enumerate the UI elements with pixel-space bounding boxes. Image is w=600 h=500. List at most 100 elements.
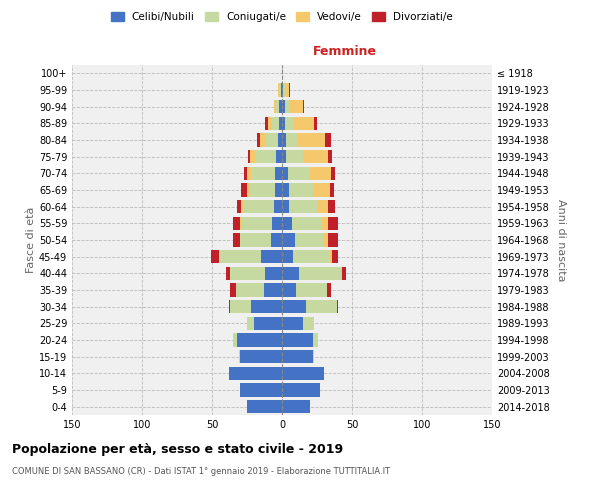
Bar	[332, 250, 338, 264]
Bar	[282, 116, 285, 130]
Bar	[282, 250, 293, 264]
Bar	[261, 250, 282, 264]
Bar	[272, 216, 282, 230]
Bar	[329, 250, 332, 264]
Bar	[314, 116, 317, 130]
Bar	[328, 150, 332, 164]
Bar	[277, 150, 282, 164]
Bar	[248, 150, 250, 164]
Bar	[247, 316, 254, 330]
Bar	[303, 100, 304, 114]
Bar	[254, 316, 282, 330]
Bar	[236, 284, 264, 296]
Bar	[247, 166, 251, 180]
Bar	[313, 184, 329, 196]
Bar	[341, 266, 342, 280]
Bar	[278, 134, 282, 146]
Bar	[230, 284, 236, 296]
Bar	[285, 116, 293, 130]
Bar	[279, 84, 281, 96]
Bar	[275, 184, 282, 196]
Bar	[282, 384, 320, 396]
Bar	[233, 216, 240, 230]
Bar	[274, 100, 277, 114]
Bar	[247, 184, 250, 196]
Bar	[303, 150, 328, 164]
Bar	[264, 284, 282, 296]
Text: COMUNE DI SAN BASSANO (CR) - Dati ISTAT 1° gennaio 2019 - Elaborazione TUTTITALI: COMUNE DI SAN BASSANO (CR) - Dati ISTAT …	[12, 468, 390, 476]
Bar	[282, 316, 303, 330]
Bar	[282, 284, 296, 296]
Bar	[265, 134, 278, 146]
Bar	[281, 84, 282, 96]
Bar	[233, 234, 240, 246]
Bar	[251, 300, 282, 314]
Bar	[328, 200, 335, 213]
Bar	[327, 284, 331, 296]
Bar	[241, 200, 243, 213]
Bar	[342, 266, 346, 280]
Bar	[233, 334, 237, 346]
Bar	[250, 150, 256, 164]
Bar	[321, 216, 328, 230]
Bar	[271, 234, 282, 246]
Bar	[229, 366, 282, 380]
Bar	[289, 184, 313, 196]
Bar	[219, 250, 261, 264]
Bar	[244, 166, 247, 180]
Bar	[257, 134, 260, 146]
Bar	[310, 166, 331, 180]
Bar	[265, 116, 268, 130]
Bar	[289, 100, 303, 114]
Legend: Celibi/Nubili, Coniugati/e, Vedovi/e, Divorziati/e: Celibi/Nubili, Coniugati/e, Vedovi/e, Di…	[107, 8, 457, 26]
Bar	[229, 300, 230, 314]
Bar	[275, 166, 282, 180]
Bar	[295, 234, 324, 246]
Bar	[285, 100, 289, 114]
Bar	[329, 184, 334, 196]
Bar	[260, 134, 265, 146]
Bar	[230, 266, 265, 280]
Bar	[230, 300, 251, 314]
Bar	[282, 300, 306, 314]
Bar	[299, 266, 341, 280]
Bar	[282, 134, 286, 146]
Bar	[289, 200, 317, 213]
Bar	[282, 184, 289, 196]
Bar	[287, 166, 310, 180]
Bar	[289, 84, 290, 96]
Bar	[282, 216, 292, 230]
Bar	[237, 334, 282, 346]
Bar	[328, 216, 338, 230]
Bar	[283, 84, 285, 96]
Bar	[272, 116, 279, 130]
Bar	[282, 266, 299, 280]
Bar	[237, 200, 241, 213]
Bar	[279, 100, 282, 114]
Bar	[243, 200, 274, 213]
Bar	[265, 266, 282, 280]
Bar	[239, 350, 240, 364]
Bar	[226, 266, 230, 280]
Bar	[268, 116, 272, 130]
Bar	[279, 116, 282, 130]
Bar	[278, 84, 279, 96]
Bar	[298, 134, 325, 146]
Bar	[282, 84, 283, 96]
Bar	[282, 366, 324, 380]
Text: Popolazione per età, sesso e stato civile - 2019: Popolazione per età, sesso e stato civil…	[12, 442, 343, 456]
Bar	[240, 384, 282, 396]
Bar	[286, 134, 298, 146]
Bar	[277, 100, 279, 114]
Bar	[296, 284, 327, 296]
Bar	[293, 116, 314, 130]
Bar	[313, 334, 319, 346]
Bar	[247, 400, 282, 413]
Bar	[292, 216, 321, 230]
Bar	[240, 216, 241, 230]
Bar	[306, 300, 337, 314]
Bar	[274, 200, 282, 213]
Bar	[211, 250, 219, 264]
Bar	[250, 184, 275, 196]
Y-axis label: Fasce di età: Fasce di età	[26, 207, 36, 273]
